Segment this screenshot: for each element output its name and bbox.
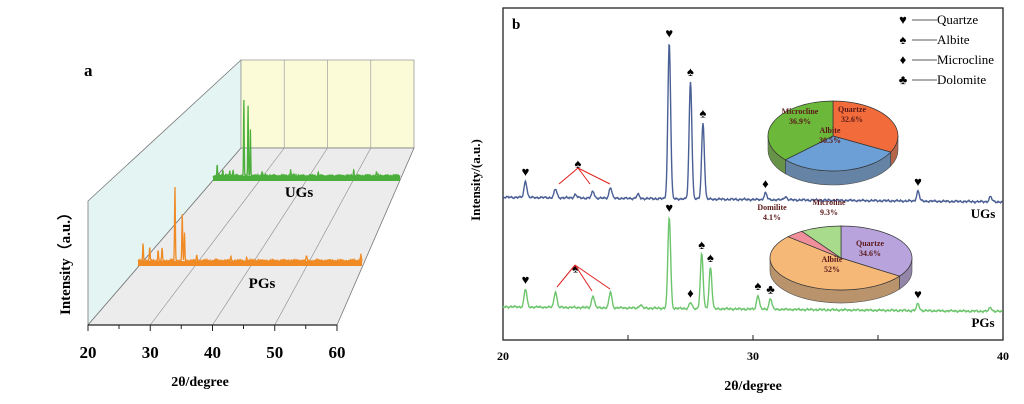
pie-slice-microcline (767, 100, 834, 161)
panel-a-trace-pgs (137, 186, 363, 265)
pie-slice-label: Microline (812, 198, 846, 207)
peak-marker: ♠ (698, 237, 705, 252)
pie-slice-value: 9.3% (820, 208, 838, 217)
legend-symbol: ♥ (899, 12, 907, 27)
legend: ♥ Quartze ♠ Albite ♦ Microcline ♣ Dolomite (899, 12, 995, 87)
pie-slice-value: 4.1% (763, 213, 781, 222)
xrd-trace-ugs (502, 43, 1003, 205)
panel-a-x-label: 2θ/degree (171, 375, 229, 390)
pie-slice-quartze (840, 225, 913, 277)
pie-slice-value: 32.6% (841, 115, 863, 124)
peak-marker: ♦ (687, 286, 694, 301)
pie-slice-label: Albite (820, 126, 841, 135)
panel-a-x-tick-label: 20 (80, 343, 97, 362)
peak-marker: ♠ (575, 156, 582, 171)
panel-a-series-label-ugs: UGs (285, 185, 314, 201)
panel-a: 20 30 40 50 60 a 2θ/degree Intensity（a.u.） U… (56, 59, 415, 390)
pie-slice-quartze (832, 100, 899, 153)
panel-a-trace-base-ugs (213, 176, 400, 181)
panel-b-label: b (512, 17, 520, 33)
panel-b-series-label-pgs: PGs (971, 315, 994, 330)
peak-marker: ♠ (755, 278, 762, 293)
panel-b-x-tick-label: 30 (747, 349, 759, 363)
pie-slice-albite (769, 236, 901, 291)
panel-b-traces (502, 43, 1003, 314)
legend-symbol: ♠ (900, 32, 907, 47)
peak-marker: ♥ (914, 174, 922, 189)
peak-marker: ♠ (700, 106, 707, 121)
peak-marker: ♠ (687, 64, 694, 79)
panel-a-label: a (84, 61, 93, 80)
panel-b-y-label: Intensity/(a.u.) (468, 139, 483, 221)
peak-marker: ♥ (522, 272, 530, 287)
legend-symbol: ♦ (900, 52, 907, 67)
peak-marker: ♠ (707, 250, 714, 265)
panel-a-traces (137, 99, 401, 266)
panel-a-trace-base-pgs (138, 261, 362, 266)
legend-label: Albite (937, 32, 970, 47)
pie-slice-label: Quartze (838, 105, 866, 114)
panel-a-x-tick-label: 40 (204, 343, 221, 362)
pie-slice-label: Microcline (782, 107, 819, 116)
peak-marker: ♣ (766, 281, 775, 296)
panel-b-series-label-ugs: UGs (971, 206, 996, 221)
panel-a-trace-ugs (212, 99, 401, 180)
legend-label: Quartze (937, 12, 978, 27)
pie-slice-value: 52% (824, 265, 840, 274)
legend-label: Microcline (937, 52, 994, 67)
panel-b-peak-markers: ♥♠♥♠♠♦ ♥♥♠♥♦♠♠♠ ♣ ♥ (522, 26, 923, 302)
peak-marker: ♥ (665, 26, 673, 41)
panel-a-y-label: Intensity（a.u.） (56, 205, 74, 315)
peak-marker: ♠ (572, 261, 579, 276)
peak-marker: ♦ (762, 176, 769, 191)
peak-marker: ♥ (914, 287, 922, 302)
panel-b: 20 30 40 ♥♠♥♠♠♦ ♥♥♠♥♦♠♠♠ ♣ ♥ b 2θ/degree Inte… (468, 7, 1009, 394)
legend-symbol: ♣ (899, 72, 908, 87)
legend-label: Dolomite (937, 72, 986, 87)
panel-b-x-label: 2θ/degree (724, 379, 782, 394)
panel-b-x-tick-label: 20 (497, 349, 509, 363)
panel-a-x-tick-label: 30 (142, 343, 159, 362)
xrd-trace-pgs (502, 216, 1003, 314)
pie-slice-albite (784, 135, 892, 172)
panel-b-x-tick-label: 40 (997, 349, 1009, 363)
pie-slice-microline (801, 225, 842, 259)
peak-marker: ♥ (665, 200, 673, 215)
panel-a-x-tick-label: 50 (266, 343, 283, 362)
panel-b-frame (502, 7, 1004, 341)
pie-slice-label: Quartze (856, 239, 884, 248)
pie-slice-label: Domilite (757, 203, 787, 212)
pie-slice-value: 30.5% (819, 136, 841, 145)
panel-a-series-label-pgs: PGs (249, 276, 276, 292)
pie-slice-value: 36.9% (789, 117, 811, 126)
panel-b-ticks: 20 30 40 (497, 335, 1009, 363)
albite-arrows (556, 167, 611, 292)
pie-insets: Quartze32.6%Albite30.5%Microcline36.9%Qu… (757, 100, 913, 304)
panel-a-x-tick-label: 60 (329, 343, 346, 362)
pie-slice-value: 34.6% (859, 249, 881, 258)
peak-marker: ♥ (522, 164, 530, 179)
panel-a-ticks: 20 30 40 50 60 (80, 325, 346, 362)
pie-slice-label: Albite (822, 255, 843, 264)
